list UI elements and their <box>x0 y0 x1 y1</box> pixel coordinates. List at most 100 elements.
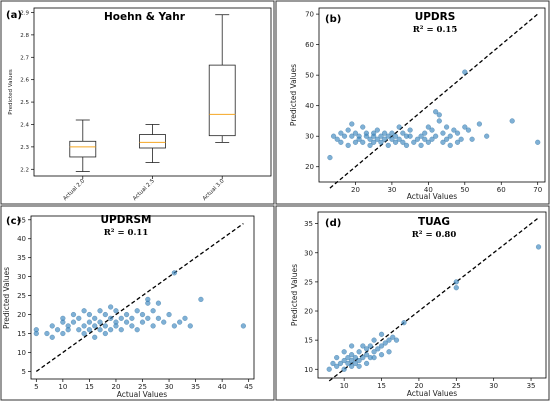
panel-d-frame <box>275 205 550 401</box>
d-data-point <box>349 343 355 349</box>
c-data-point <box>102 330 108 337</box>
d-data-point <box>341 366 347 372</box>
a-ytick-label: 2.6 <box>20 78 29 84</box>
d-data-point <box>360 355 366 361</box>
panel-b-plot-area <box>318 7 546 183</box>
c-data-point <box>81 308 87 314</box>
d-identity-line <box>328 217 539 382</box>
panel-b-letter: (b) <box>325 14 341 25</box>
d-data-point <box>375 346 381 352</box>
box-2 <box>139 124 166 163</box>
d-data-point <box>401 320 407 326</box>
c-data-point <box>44 330 50 337</box>
b-data-point <box>484 133 490 139</box>
d-data-point <box>378 343 385 349</box>
c-data-point <box>150 308 156 314</box>
b-ytick-label: 20 <box>305 163 314 171</box>
b-data-point <box>352 139 359 145</box>
c-data-point <box>139 319 146 325</box>
b-data-point <box>334 136 340 142</box>
b-data-point <box>378 133 384 139</box>
c-xtick-label: 30 <box>165 383 174 391</box>
d-data-point <box>378 331 385 337</box>
b-data-point <box>535 139 541 145</box>
d-ytick-label: 20 <box>304 308 313 316</box>
b-data-point <box>392 133 399 139</box>
b-data-point <box>349 133 355 139</box>
d-xtick-label: 35 <box>527 382 536 390</box>
panel-d-letter: (d) <box>325 218 341 229</box>
b-data-point <box>469 136 475 142</box>
b-data-point <box>429 127 435 133</box>
c-data-point <box>86 319 92 325</box>
panel-updrs: 20 30 40 50 60 70 20 30 40 50 60 70 (b) UPDRS R² = … <box>275 0 550 205</box>
b-data-point <box>407 127 413 133</box>
c-data-point <box>108 315 114 321</box>
c-ytick-label: 35 <box>17 254 26 262</box>
c-xtick-label: 25 <box>138 383 147 391</box>
c-identity-line <box>35 223 244 372</box>
b-ytick-label: 70 <box>305 11 314 19</box>
c-data-point <box>124 319 130 325</box>
panel-d-ylabel: Predicted Values <box>290 264 299 326</box>
c-xtick-label: 45 <box>244 383 253 391</box>
d-data-point <box>345 360 351 366</box>
d-data-point <box>364 352 370 358</box>
a-ytick-label: 2.8 <box>20 33 29 39</box>
b-data-point <box>371 130 377 136</box>
b-data-point <box>396 124 402 130</box>
panel-d-r2: R² = 0.80 <box>412 230 457 240</box>
b-data-point <box>436 112 442 118</box>
panel-b-r2: R² = 0.15 <box>413 25 458 35</box>
c-data-point <box>86 312 92 318</box>
b-xtick-label: 40 <box>424 186 433 194</box>
d-ytick-label: 15 <box>304 337 313 345</box>
panel-c-title: UPDRSM <box>100 214 151 226</box>
b-ytick-label: 40 <box>305 102 314 110</box>
c-data-point <box>182 315 188 321</box>
b-data-point <box>436 118 442 124</box>
b-data-point <box>444 136 450 142</box>
b-data-point <box>392 139 399 145</box>
b-data-point <box>341 133 348 139</box>
b-data-point <box>345 127 351 133</box>
d-data-point <box>356 349 362 355</box>
d-data-point <box>371 349 377 355</box>
c-data-point <box>118 315 124 321</box>
c-data-point <box>49 323 55 329</box>
panel-c-r2: R² = 0.11 <box>104 228 149 238</box>
b-data-point <box>509 118 515 124</box>
box-iqr <box>69 140 97 158</box>
c-data-point <box>97 308 103 314</box>
a-ytick-label: 2.9 <box>20 10 29 16</box>
panel-b-xlabel: Actual Values <box>407 192 457 201</box>
panel-updrsm: 5 10 15 20 25 30 35 40 45 5 10 15 20 25 30 35 40 45 (c) U… <box>0 205 275 401</box>
c-data-point <box>155 315 161 321</box>
b-ytick-label: 50 <box>305 72 314 80</box>
d-data-point <box>360 343 366 349</box>
c-data-point <box>171 270 177 276</box>
d-data-point <box>364 346 370 352</box>
d-data-point <box>378 352 385 358</box>
box-iqr <box>208 64 236 137</box>
c-data-point <box>60 315 66 321</box>
d-data-point <box>393 337 400 343</box>
d-xtick-label: 10 <box>340 382 349 390</box>
c-ytick-label: 30 <box>17 273 26 281</box>
b-data-point <box>352 130 359 136</box>
b-ytick-label: 60 <box>305 41 314 49</box>
d-data-point <box>330 360 336 366</box>
b-data-point <box>389 130 395 136</box>
d-xtick-label: 25 <box>452 382 461 390</box>
c-ytick-label: 25 <box>17 292 26 300</box>
b-data-point <box>414 136 420 142</box>
d-xtick-label: 30 <box>489 382 498 390</box>
c-data-point <box>81 330 87 337</box>
b-data-point <box>396 136 402 142</box>
b-xtick-label: 30 <box>387 186 396 194</box>
c-data-point <box>145 296 151 302</box>
panel-a-ylabel: Predicted Values <box>8 69 14 115</box>
c-data-point <box>108 304 114 310</box>
d-data-point <box>337 360 343 366</box>
c-data-point <box>70 319 77 325</box>
